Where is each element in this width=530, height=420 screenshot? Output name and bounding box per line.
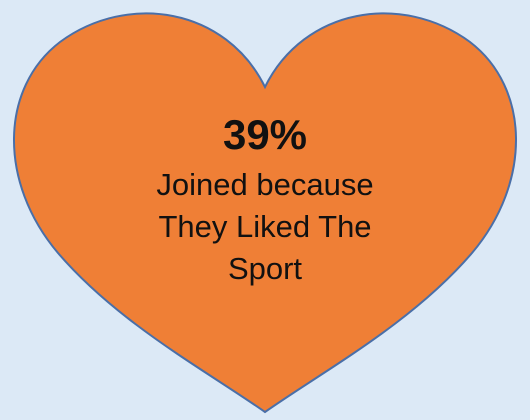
heart-shape [13,12,517,414]
heart-text-block: 39% Joined because They Liked The Sport [95,110,435,290]
caption-line-2: They Liked The [158,209,372,244]
stat-caption: Joined because They Liked The Sport [95,164,435,290]
caption-line-3: Sport [227,251,303,286]
caption-line-1: Joined because [156,167,374,202]
stat-percentage: 39% [222,111,308,158]
